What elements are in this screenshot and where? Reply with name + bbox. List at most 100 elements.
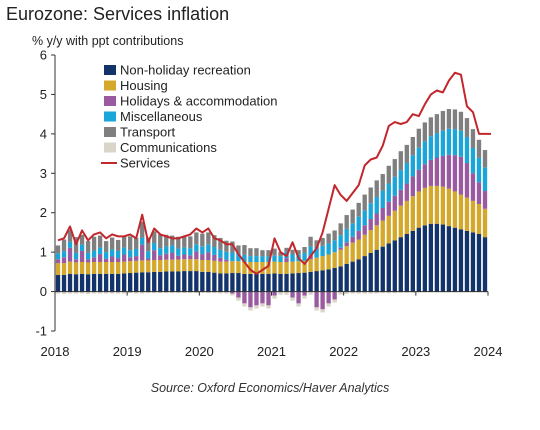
bar-segment-transport-2019-07 [164,234,169,247]
bar-segment-miscellaneous-2020-10 [254,256,259,262]
bar-segment-housing-2019-09 [176,259,181,272]
bar-segment-housing-2022-12 [410,196,415,231]
bar-segment-non-holiday-recreation-2020-06 [230,273,235,292]
bar-segment-holidays-accommodation-2020-09 [248,291,253,308]
bar-segment-non-holiday-recreation-2021-08 [314,271,319,292]
bar-segment-communications-2021-07 [308,291,313,295]
bar-segment-transport-2019-08 [170,235,175,246]
bar-segment-miscellaneous-2019-03 [140,237,145,245]
bar-segment-communications-2018-10 [109,291,115,294]
bar-segment-miscellaneous-2021-04 [290,254,295,262]
bar-segment-holidays-accommodation-2021-09 [320,291,325,310]
bar-segment-holidays-accommodation-2023-01 [416,169,422,192]
bar-segment-holidays-accommodation-2022-08 [386,201,391,216]
bar-segment-communications-2019-10 [182,291,187,294]
bar-segment-transport-2022-02 [350,209,355,224]
bar-segment-holidays-accommodation-2020-02 [206,252,211,261]
bar-segment-miscellaneous-2022-11 [404,163,409,184]
bar-segment-housing-2019-02 [134,260,139,273]
bar-segment-miscellaneous-2023-03 [428,136,434,160]
bar-segment-housing-2018-09 [103,262,109,274]
bar-segment-miscellaneous-2021-06 [302,252,307,261]
bar-segment-transport-2020-01 [200,233,205,247]
bar-segment-transport-2021-12 [338,223,343,236]
bar-segment-communications-2018-09 [103,291,109,294]
bar-segment-communications-2022-02 [350,291,355,294]
bar-segment-communications-2018-03 [67,291,73,294]
bar-segment-housing-2020-06 [230,261,235,274]
bar-segment-holidays-accommodation-2023-10 [470,173,476,201]
bar-segment-miscellaneous-2019-11 [188,248,193,256]
bar-segment-miscellaneous-2021-11 [332,240,337,253]
bar-segment-transport-2023-11 [476,139,482,158]
bar-segment-housing-2021-04 [290,261,295,274]
bar-segment-holidays-accommodation-2019-02 [134,256,139,261]
bar-segment-non-holiday-recreation-2019-01 [128,273,133,292]
bar-segment-transport-2019-12 [194,232,199,245]
bar-segment-transport-2020-08 [242,245,247,255]
services-line-layer [57,71,492,275]
bar-segment-transport-2018-11 [115,239,121,251]
bar-segment-transport-2023-03 [428,117,434,137]
bar-segment-transport-2021-01 [272,248,277,256]
bar-segment-housing-2020-01 [200,260,205,272]
bar-segment-holidays-accommodation-2020-07 [236,291,241,298]
bar-segment-holidays-accommodation-2018-11 [115,258,121,262]
bar-segment-housing-2023-12 [482,208,488,238]
x-tick-label: 2024 [474,344,503,359]
bar-segment-holidays-accommodation-2019-09 [176,255,181,260]
bar-segment-communications-2018-06 [85,291,91,294]
bar-segment-non-holiday-recreation-2018-03 [67,273,73,292]
bar-segment-miscellaneous-2018-08 [97,247,103,255]
bar-segment-miscellaneous-2020-12 [266,256,271,262]
legend-label: Holidays & accommodation [120,94,278,109]
bar-segment-housing-2023-01 [416,191,422,228]
bar-segment-non-holiday-recreation-2022-01 [344,263,349,292]
bar-segment-non-holiday-recreation-2018-02 [61,275,67,292]
bar-segment-non-holiday-recreation-2023-03 [428,223,434,292]
bar-segment-communications-2022-01 [344,291,349,294]
bar-segment-miscellaneous-2022-02 [350,223,355,237]
bar-segment-housing-2021-02 [278,262,283,274]
bar-segment-non-holiday-recreation-2019-10 [182,271,187,292]
bar-segment-miscellaneous-2020-04 [218,249,223,258]
bar-segment-miscellaneous-2019-08 [170,245,175,253]
bar-segment-housing-2018-10 [109,262,115,274]
bar-segment-holidays-accommodation-2019-11 [188,255,193,260]
bar-segment-miscellaneous-2019-04 [146,251,151,259]
bar-segment-non-holiday-recreation-2021-01 [272,273,277,292]
bar-segment-non-holiday-recreation-2022-03 [356,259,361,292]
bar-segment-miscellaneous-2022-05 [368,203,373,220]
bar-segment-transport-2021-10 [326,233,331,244]
bar-segment-holidays-accommodation-2020-08 [242,291,247,304]
bar-segment-holidays-accommodation-2022-11 [404,183,409,201]
bar-segment-holidays-accommodation-2019-12 [194,251,199,260]
bar-segment-non-holiday-recreation-2021-02 [278,273,283,292]
bar-segment-non-holiday-recreation-2018-09 [103,273,109,292]
bar-segment-transport-2023-08 [458,111,464,131]
bar-segment-non-holiday-recreation-2019-07 [164,271,169,292]
bar-segment-communications-2018-04 [73,291,79,294]
bar-segment-transport-2022-05 [368,187,373,204]
bar-segment-non-holiday-recreation-2022-02 [350,261,355,292]
bar-segment-holidays-accommodation-2020-10 [254,291,259,306]
bar-segment-non-holiday-recreation-2023-07 [452,227,458,292]
bar-segment-non-holiday-recreation-2020-09 [248,273,253,292]
bar-segment-miscellaneous-2018-06 [85,252,91,260]
bar-segment-transport-2018-02 [61,239,67,252]
bar-segment-housing-2023-06 [446,188,452,227]
bar-segment-miscellaneous-2021-08 [314,248,319,258]
bar-segment-transport-2022-12 [410,137,415,156]
bar-segment-communications-2022-03 [356,291,361,294]
bar-segment-transport-2021-08 [314,240,319,249]
bar-segment-transport-2018-01 [55,245,61,254]
y-tick-label: 4 [40,126,47,141]
bar-segment-holidays-accommodation-2021-04 [290,291,295,298]
bar-segment-transport-2020-09 [248,248,253,257]
bar-segment-miscellaneous-2023-05 [440,130,446,156]
bar-segment-holidays-accommodation-2021-08 [314,291,319,308]
bar-segment-housing-2022-06 [374,225,379,250]
source-note: Source: Oxford Economics/Haver Analytics [150,381,390,395]
bar-segment-housing-2021-09 [320,256,325,271]
bar-segment-communications-2020-03 [212,291,217,294]
